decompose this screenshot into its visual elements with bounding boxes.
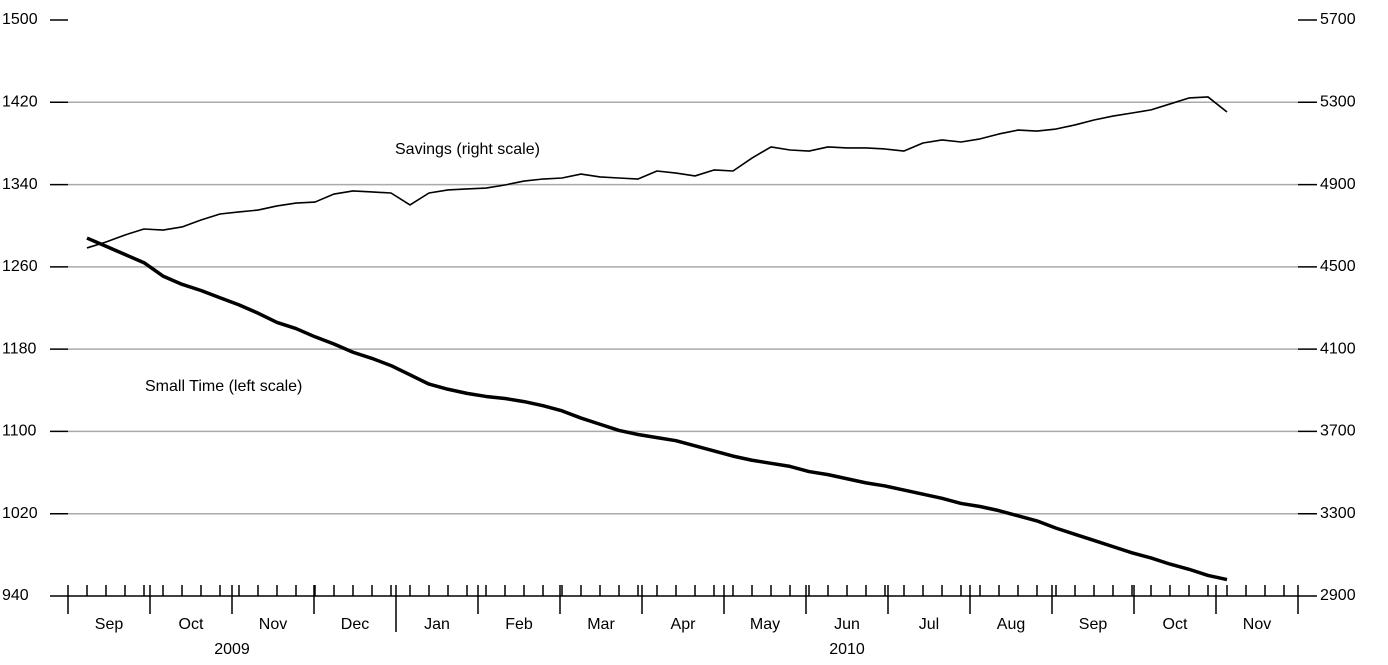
- y2-tick-label: 4100: [1320, 340, 1356, 357]
- y2-tick-label: 5300: [1320, 94, 1356, 111]
- x-tick-label: May: [750, 616, 780, 633]
- x-tick-label: Feb: [505, 616, 533, 633]
- x-tick-label: Sep: [95, 616, 124, 633]
- x-tick-label: Jun: [834, 616, 860, 633]
- x-tick-label: Jan: [424, 616, 450, 633]
- data-line: [86, 236, 1228, 582]
- y-tick-label: 1100: [2, 423, 37, 440]
- y2-tick-label: 3700: [1320, 423, 1356, 440]
- x-tick-label: Mar: [587, 616, 615, 633]
- x-tick-label: Oct: [1163, 616, 1188, 633]
- y2-tick-label: 5700: [1320, 11, 1356, 28]
- y2-tick-label: 3300: [1320, 505, 1356, 522]
- x-tick-label: Nov: [259, 616, 287, 633]
- year-label: 2009: [214, 641, 250, 658]
- y2-tick-label: 4900: [1320, 176, 1356, 193]
- series-label: Small Time (left scale): [145, 378, 302, 395]
- y2-tick-label: 2900: [1320, 587, 1356, 604]
- x-tick-label: Dec: [341, 616, 369, 633]
- y-tick-label: 1020: [2, 505, 38, 522]
- series-label: Savings (right scale): [395, 141, 540, 158]
- x-tick-label: Apr: [671, 616, 697, 633]
- y2-tick-label: 4500: [1320, 258, 1356, 275]
- y-tick-label: 1340: [2, 176, 38, 193]
- y-tick-label: 940: [2, 587, 29, 604]
- y-tick-label: 1420: [2, 94, 38, 111]
- data-line: [86, 96, 1228, 249]
- x-tick-label: Nov: [1243, 616, 1271, 633]
- x-tick-label: Aug: [997, 616, 1025, 633]
- x-tick-label: Sep: [1079, 616, 1108, 633]
- x-tick-label: Oct: [179, 616, 204, 633]
- x-tick-label: Jul: [919, 616, 939, 633]
- y-tick-label: 1260: [2, 258, 38, 275]
- year-label: 2010: [829, 641, 865, 658]
- y-tick-label: 1180: [2, 340, 37, 357]
- y-tick-label: 1500: [2, 11, 38, 28]
